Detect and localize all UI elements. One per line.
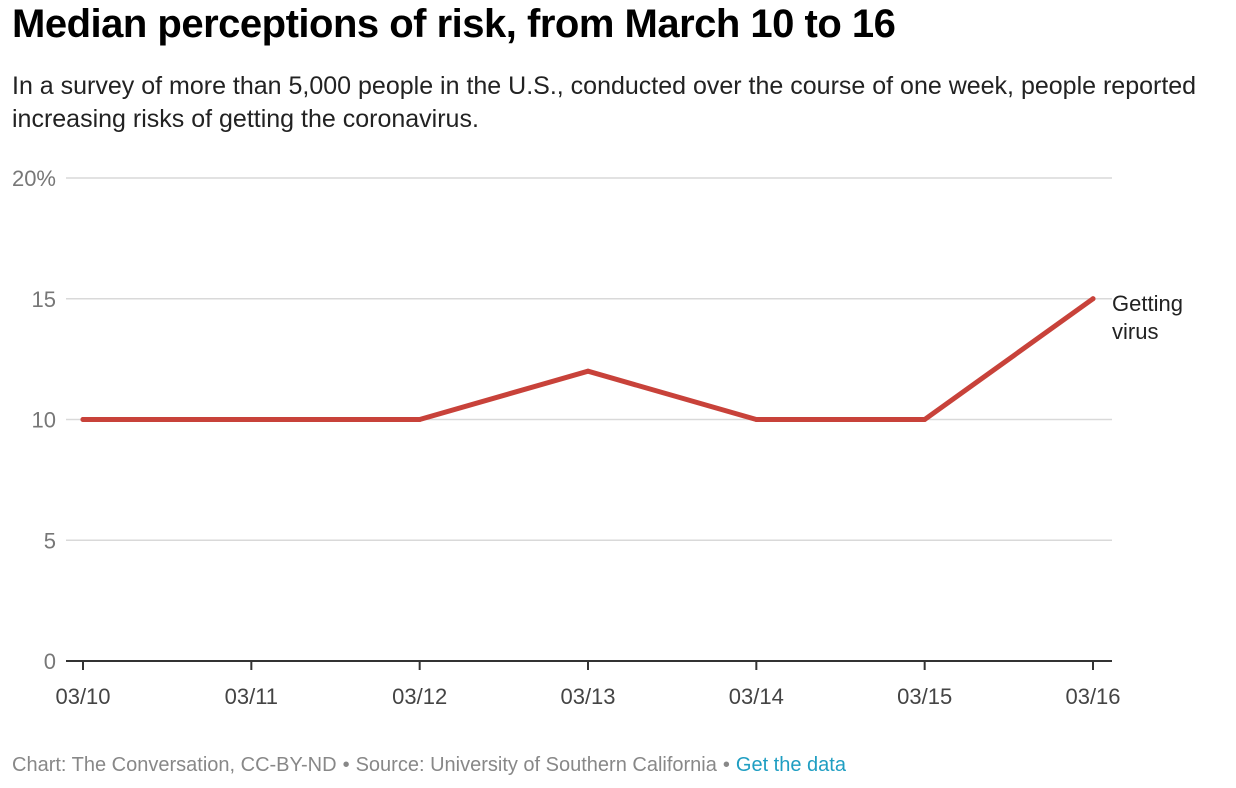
y-tick-label: 10	[32, 408, 56, 433]
chart-footer: Chart: The Conversation, CC-BY-ND • Source…	[12, 754, 846, 777]
data-point	[1090, 296, 1096, 302]
data-point	[248, 417, 254, 422]
chart-title: Median perceptions of risk, from March 1…	[12, 2, 896, 46]
data-point	[417, 417, 423, 422]
data-point	[922, 417, 928, 422]
y-tick-label: 0	[44, 649, 56, 674]
x-tick-label: 03/12	[392, 684, 447, 709]
x-tick-label: 03/16	[1065, 684, 1120, 709]
footer-separator: •	[722, 754, 730, 776]
y-axis-tick-labels: 0 5 10 15 20%	[12, 166, 56, 674]
footer-separator: •	[342, 754, 350, 776]
data-point	[753, 417, 759, 422]
source-text: Source: University of Southern Californi…	[355, 754, 717, 776]
data-point	[80, 417, 86, 422]
line-chart: 0 5 10 15 20% 03/10 03/11 03/12 03/13 03/14 03/15…	[12, 166, 1183, 709]
chart-subtitle: In a survey of more than 5,000 people in…	[12, 72, 1197, 133]
credit-text: Chart: The Conversation, CC-BY-ND	[12, 754, 337, 776]
y-tick-label: 15	[32, 287, 56, 312]
x-tick-label: 03/14	[729, 684, 784, 709]
series-line	[80, 296, 1096, 422]
y-tick-label: 20%	[12, 166, 56, 191]
x-tick-label: 03/13	[560, 684, 615, 709]
series-label: Getting virus	[1112, 291, 1183, 344]
data-point	[585, 368, 591, 374]
x-axis: 03/10 03/11 03/12 03/13 03/14 03/15 03/16	[55, 660, 1121, 709]
get-the-data-link[interactable]: Get the data	[735, 754, 846, 776]
x-tick-label: 03/11	[225, 684, 278, 709]
series-lines	[80, 296, 1096, 422]
series-labels: Getting virus	[1112, 291, 1183, 344]
y-tick-label: 5	[44, 528, 56, 553]
gridlines	[66, 177, 1112, 541]
x-tick-label: 03/10	[55, 684, 110, 709]
x-tick-label: 03/15	[897, 684, 952, 709]
